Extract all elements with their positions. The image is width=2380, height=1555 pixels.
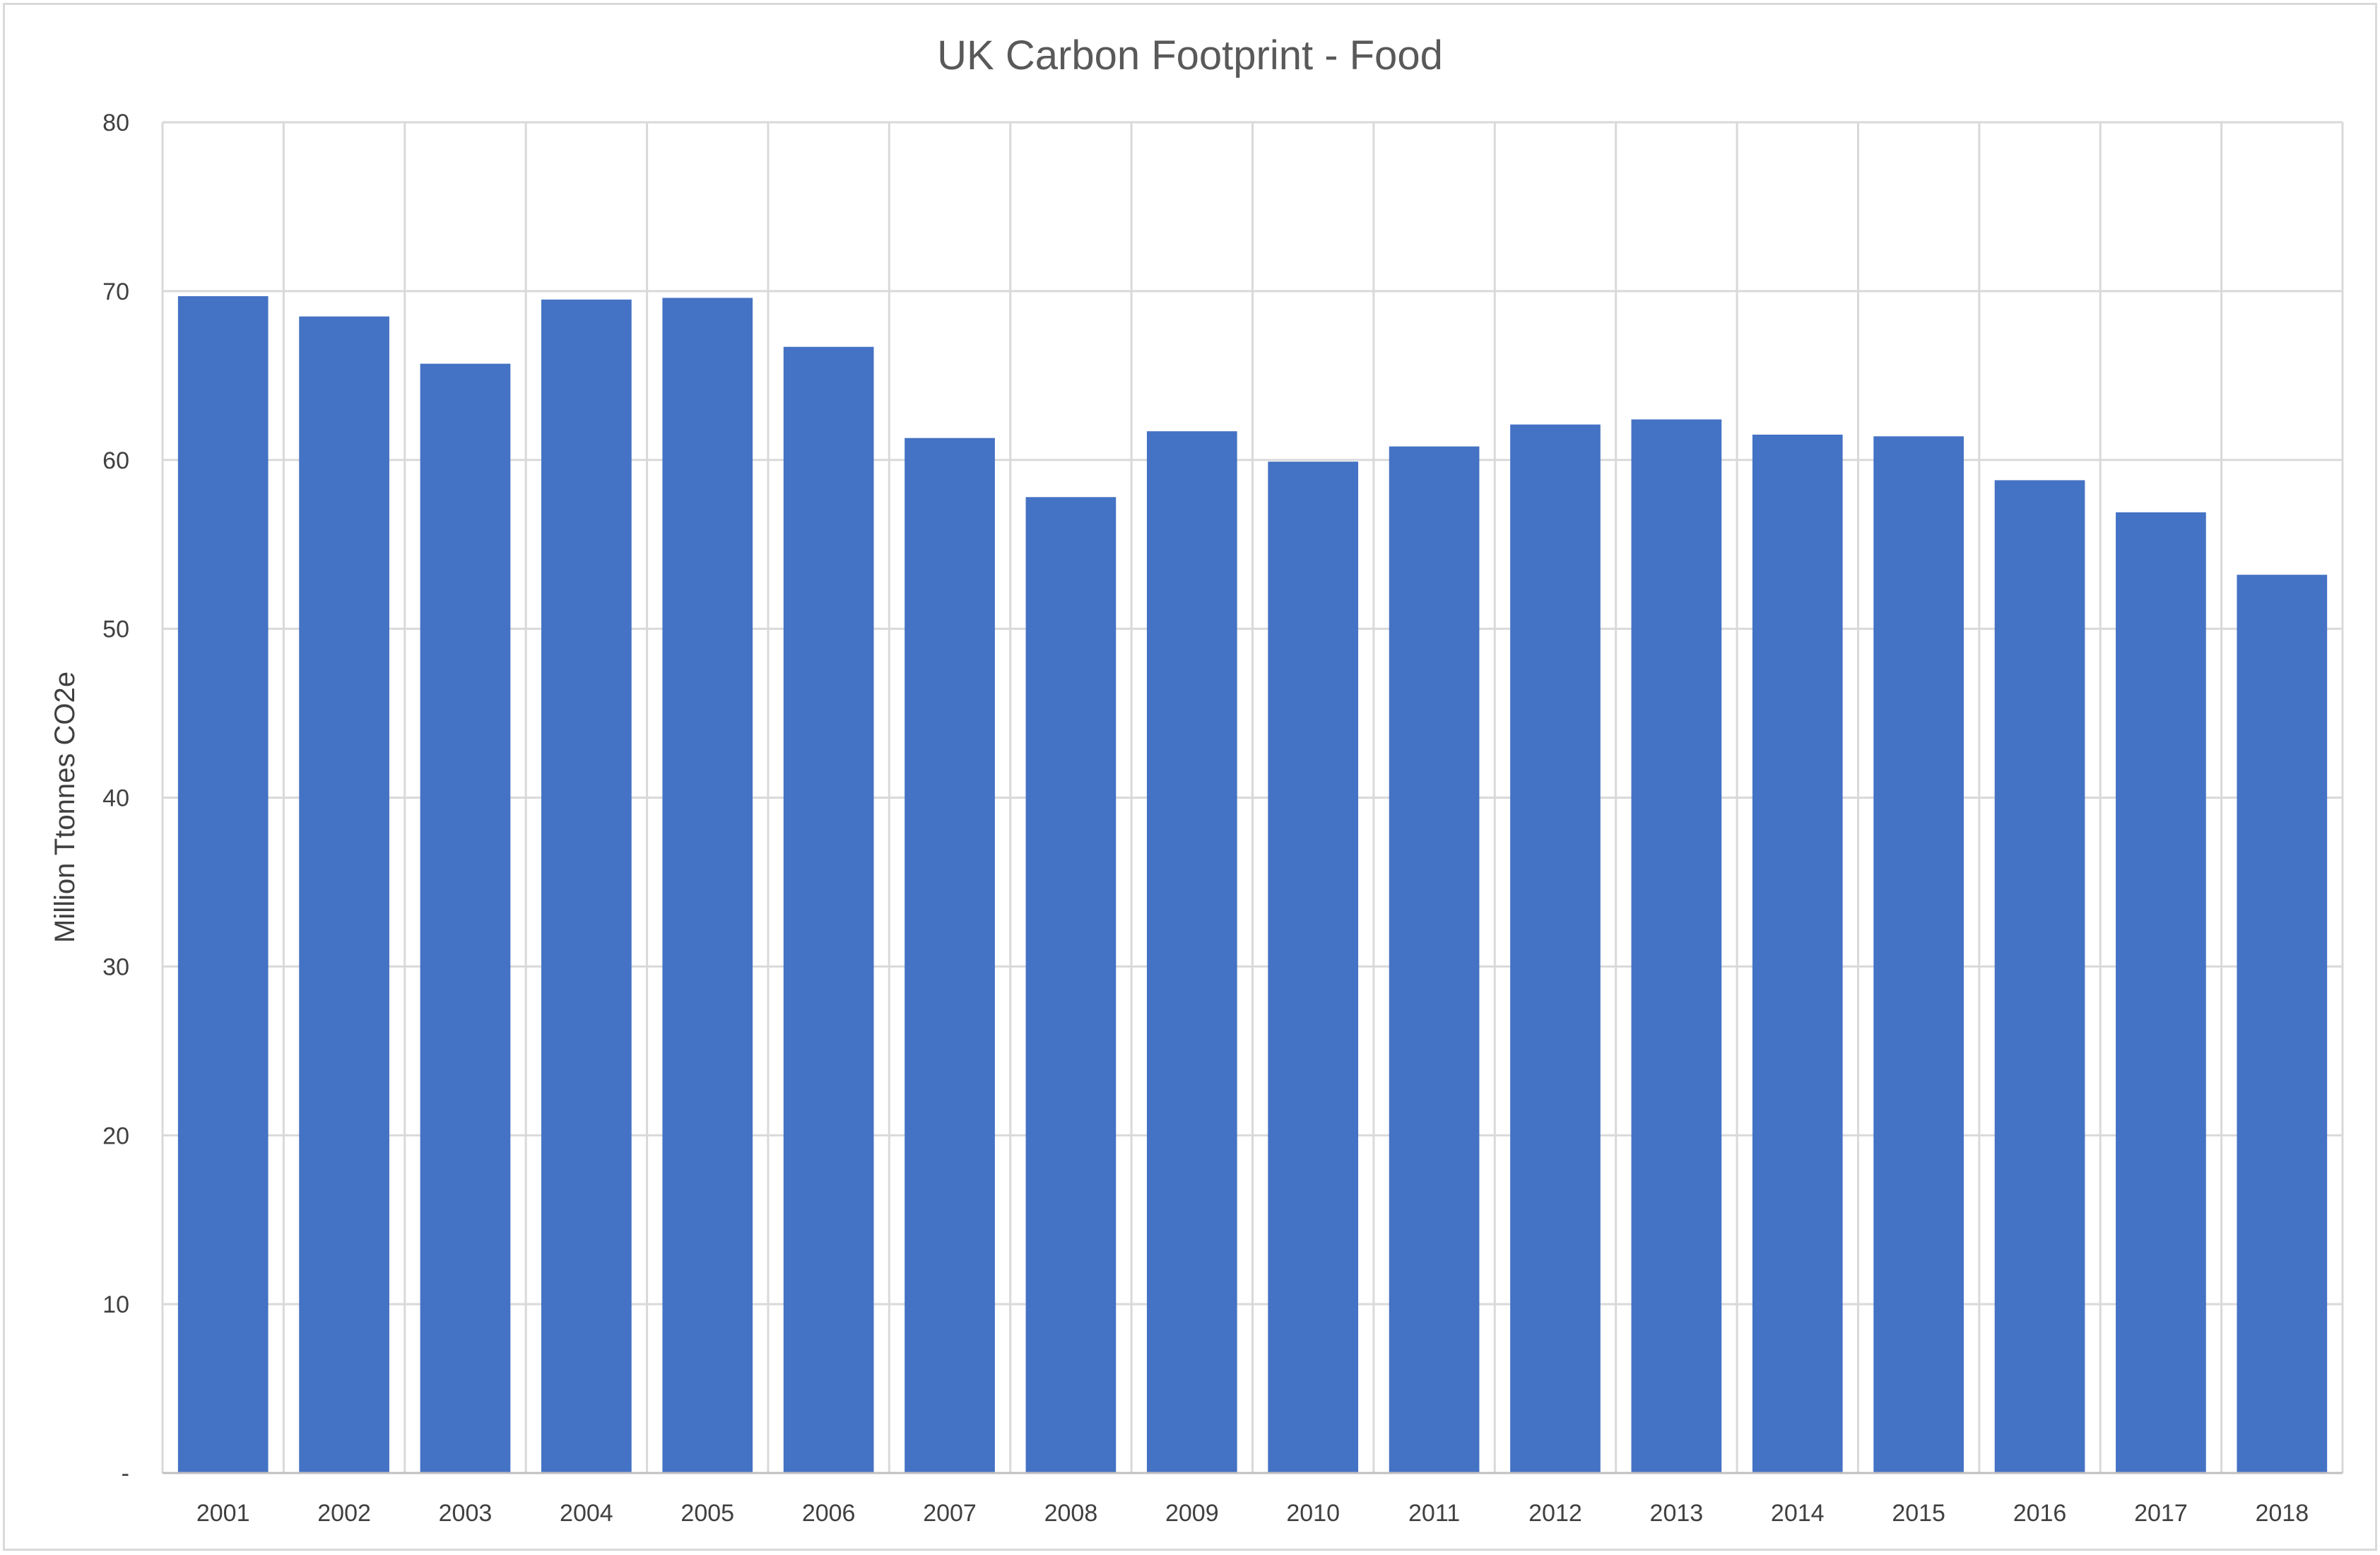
bar-2006 [783,346,874,1473]
y-axis-ticks: - 10 20 30 40 50 60 70 80 [102,110,129,1487]
y-tick-label: 50 [102,616,129,643]
x-tick-label: 2007 [923,1500,977,1527]
bar-2013 [1631,419,1722,1474]
y-tick-label: 60 [102,447,129,474]
y-tick-label: 80 [102,110,129,136]
bar-2011 [1389,446,1480,1473]
x-tick-label: 2009 [1165,1500,1219,1527]
x-tick-label: 2001 [196,1500,250,1527]
x-axis-ticks: 2001 2002 2003 2004 2005 2006 2007 2008 2009 2010… [196,1500,2309,1527]
bar-2004 [541,299,632,1474]
x-tick-label: 2014 [1771,1500,1825,1527]
y-tick-label: 70 [102,278,129,305]
gridlines [161,121,2344,1473]
bar-2005 [662,298,753,1474]
bar-2018 [2237,575,2328,1473]
y-tick-label: 30 [102,953,129,980]
bar-2007 [905,438,995,1473]
y-tick-label: 10 [102,1291,129,1318]
x-tick-label: 2010 [1286,1500,1340,1527]
y-tick-label: 40 [102,785,129,812]
bar-2014 [1752,434,1843,1474]
x-tick-label: 2013 [1650,1500,1704,1527]
bar-2016 [1994,480,2085,1473]
x-tick-label: 2003 [439,1500,493,1527]
y-axis-label: Million Ttonnes CO2e [49,671,81,943]
x-tick-label: 2011 [1408,1500,1460,1527]
x-tick-label: 2015 [1892,1500,1945,1527]
y-tick-label: - [122,1460,129,1487]
x-tick-label: 2017 [2134,1500,2188,1527]
x-tick-label: 2008 [1044,1500,1098,1527]
x-tick-label: 2012 [1528,1500,1582,1527]
bar-2001 [177,296,269,1473]
bar-2003 [420,363,511,1473]
y-tick-label: 20 [102,1122,129,1149]
x-tick-label: 2016 [2013,1500,2067,1527]
x-tick-label: 2002 [317,1500,371,1527]
x-tick-label: 2018 [2255,1500,2309,1527]
bar-2017 [2116,512,2206,1473]
bar-2010 [1268,462,1359,1474]
x-tick-label: 2004 [560,1500,613,1527]
bars [177,296,2328,1474]
bar-2015 [1873,436,1964,1473]
bar-2008 [1025,497,1117,1473]
bar-2002 [299,316,389,1473]
x-tick-label: 2005 [681,1500,734,1527]
bar-2012 [1510,424,1601,1474]
chart-title: UK Carbon Footprint - Food [937,33,1443,78]
x-tick-label: 2006 [802,1500,856,1527]
bar-2009 [1146,431,1237,1473]
